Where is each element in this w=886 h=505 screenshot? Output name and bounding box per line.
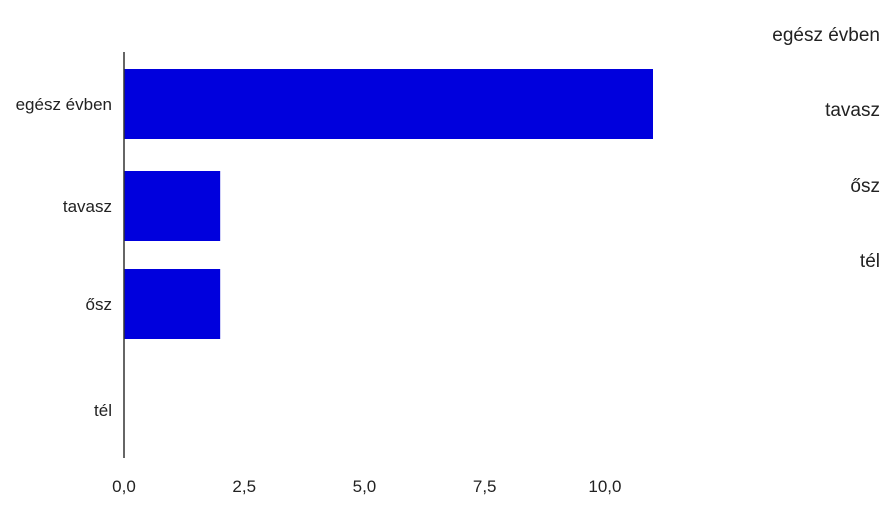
bar-2 bbox=[124, 269, 221, 339]
x-tick-label-3: 7,5 bbox=[473, 477, 497, 496]
legend-entry-0: egész évben bbox=[772, 25, 880, 46]
legend-entry-3: tél bbox=[860, 251, 880, 272]
bars-group bbox=[124, 69, 653, 339]
category-label-3: tél bbox=[94, 401, 112, 420]
legend: egész évben tavasz ősz tél bbox=[772, 25, 880, 272]
category-labels: egész évben tavasz ősz tél bbox=[16, 95, 112, 420]
category-label-1: tavasz bbox=[63, 197, 112, 216]
x-tick-label-4: 10,0 bbox=[588, 477, 621, 496]
x-tick-label-1: 2,5 bbox=[232, 477, 256, 496]
legend-entry-2: ősz bbox=[850, 176, 880, 197]
category-label-0: egész évben bbox=[16, 95, 112, 114]
x-tick-labels: 0,0 2,5 5,0 7,5 10,0 bbox=[112, 477, 621, 496]
bar-1 bbox=[124, 171, 221, 241]
x-tick-label-0: 0,0 bbox=[112, 477, 136, 496]
bar-0 bbox=[124, 69, 653, 139]
x-tick-label-2: 5,0 bbox=[353, 477, 377, 496]
category-label-2: ősz bbox=[86, 295, 112, 314]
legend-entry-1: tavasz bbox=[825, 100, 880, 121]
